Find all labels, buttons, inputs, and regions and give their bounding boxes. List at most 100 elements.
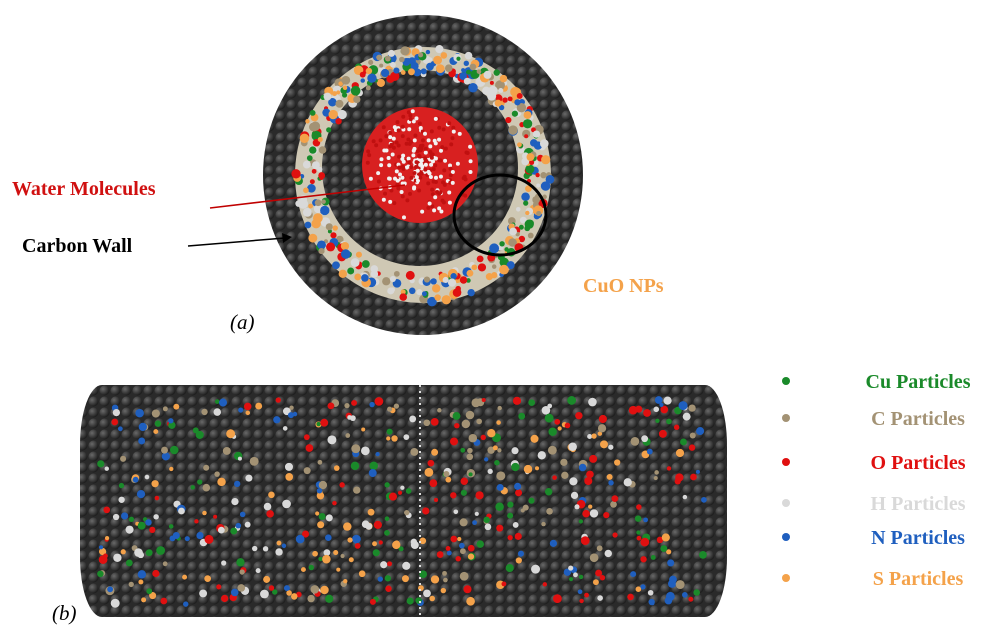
particle — [153, 429, 158, 434]
particle — [351, 86, 361, 96]
particle — [315, 511, 319, 515]
particle — [197, 479, 202, 484]
particle — [137, 490, 145, 498]
particle — [553, 594, 562, 603]
particle — [398, 491, 402, 495]
particle — [523, 119, 532, 128]
particle — [303, 187, 309, 193]
particle — [523, 505, 529, 511]
particle — [161, 447, 168, 454]
particle — [339, 270, 347, 278]
particle — [330, 232, 336, 238]
particle — [513, 397, 521, 405]
particle — [453, 412, 461, 420]
particle — [201, 409, 207, 415]
particle — [409, 288, 416, 295]
particle — [312, 132, 316, 136]
particle — [129, 517, 134, 522]
legend-label: N Particles — [871, 527, 965, 549]
particle — [351, 444, 360, 453]
particle — [584, 477, 592, 485]
particle — [291, 169, 300, 178]
water-atom — [433, 163, 437, 167]
particle — [690, 474, 697, 481]
water-atom — [448, 201, 452, 205]
particle — [484, 71, 492, 79]
particle — [446, 546, 451, 551]
particle — [125, 526, 133, 534]
particle — [277, 541, 282, 546]
particle — [517, 142, 522, 147]
particle — [433, 56, 442, 65]
particle — [568, 443, 576, 451]
particle — [103, 554, 108, 559]
particle — [342, 93, 347, 98]
panel-tag: (b) — [52, 601, 77, 625]
water-atom — [435, 190, 439, 194]
particle — [648, 590, 654, 596]
water-atom — [388, 144, 392, 148]
particle — [548, 446, 557, 455]
particle — [246, 411, 251, 416]
particle — [362, 260, 370, 268]
particle — [347, 268, 354, 275]
particle — [333, 225, 338, 230]
water-atom — [468, 170, 472, 174]
particle — [317, 521, 324, 528]
particle — [203, 465, 209, 471]
particle — [575, 412, 582, 419]
particle — [304, 434, 310, 440]
particle — [696, 427, 704, 435]
particle — [388, 50, 395, 57]
particle — [351, 462, 359, 470]
water-atom — [402, 215, 406, 219]
particle — [385, 575, 391, 581]
water-atom — [398, 173, 402, 177]
particle — [532, 196, 540, 204]
water-atom — [447, 190, 451, 194]
particle — [245, 475, 252, 482]
particle — [334, 465, 340, 471]
particle — [301, 567, 306, 572]
water-atom — [458, 132, 462, 136]
particle — [252, 546, 257, 551]
legend-dot — [782, 499, 790, 507]
particle — [696, 470, 700, 474]
particle — [335, 118, 341, 124]
water-atom — [463, 194, 467, 198]
particle — [508, 96, 513, 101]
water-atom — [443, 159, 447, 163]
particle — [240, 512, 246, 518]
particle — [352, 535, 361, 544]
particle — [485, 524, 492, 531]
particle — [525, 211, 529, 215]
particle — [282, 500, 291, 509]
particle — [579, 464, 587, 472]
particle — [119, 483, 124, 488]
particle — [365, 523, 372, 530]
particle — [453, 509, 458, 514]
particle — [309, 146, 316, 153]
particle — [679, 401, 688, 410]
particle — [387, 407, 392, 412]
particle — [410, 448, 418, 456]
particle — [690, 432, 696, 438]
particle — [525, 164, 534, 173]
particle — [443, 471, 449, 477]
water-atom — [411, 109, 415, 113]
particle — [403, 434, 409, 440]
water-atom — [439, 175, 443, 179]
particle — [460, 448, 465, 453]
water-atom — [416, 169, 420, 173]
particle — [477, 69, 482, 74]
particle — [428, 460, 435, 467]
particle — [202, 511, 207, 516]
particle — [230, 528, 237, 535]
particle — [597, 595, 603, 601]
legend-dot — [782, 574, 790, 582]
particle — [531, 565, 540, 574]
particle — [669, 576, 677, 584]
particle — [105, 467, 109, 471]
particle — [470, 64, 477, 71]
particle — [636, 586, 642, 592]
